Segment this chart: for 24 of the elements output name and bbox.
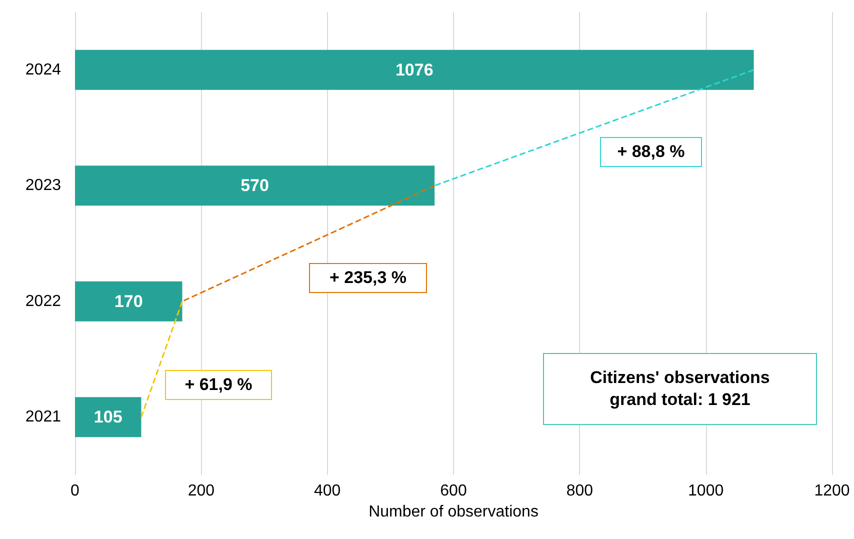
bar xyxy=(75,397,142,438)
x-tick-label: 1200 xyxy=(814,482,850,500)
text-box: + 61,9 % xyxy=(165,370,272,400)
data-label: 170 xyxy=(114,292,143,311)
y-tick-label: 2023 xyxy=(25,177,62,194)
y-tick-label: 2024 xyxy=(25,61,62,78)
bar xyxy=(75,281,182,322)
x-tick-label: 1000 xyxy=(688,482,724,500)
text-box: Citizens' observations grand total: 1 921 xyxy=(543,353,817,425)
data-label: 1076 xyxy=(395,60,434,80)
x-tick-label: 0 xyxy=(70,482,80,500)
bar xyxy=(75,50,754,90)
data-label: 570 xyxy=(240,176,269,196)
x-axis-title: Number of observations xyxy=(368,503,538,520)
y-tick-label: 2021 xyxy=(25,408,62,426)
x-tick-label: 600 xyxy=(440,482,467,500)
x-tick-label: 400 xyxy=(314,482,341,500)
bar xyxy=(75,166,435,206)
text-box: + 88,8 % xyxy=(600,137,702,167)
text-box: + 235,3 % xyxy=(309,263,427,293)
x-tick-label: 200 xyxy=(188,482,215,500)
x-tick-label: 800 xyxy=(566,482,594,500)
y-tick-label: 2022 xyxy=(25,292,62,310)
data-label: 105 xyxy=(94,408,122,427)
